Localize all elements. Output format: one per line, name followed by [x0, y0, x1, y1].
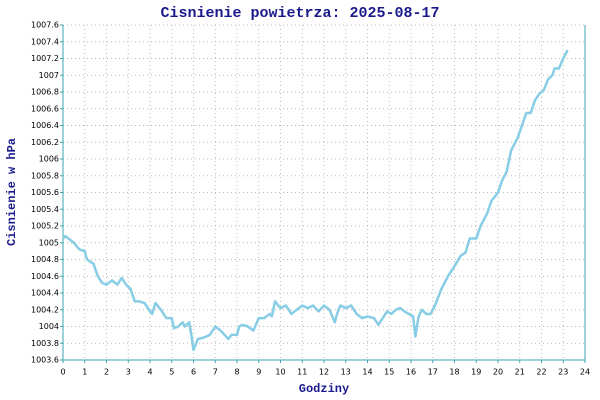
- x-tick-label: 21: [515, 368, 525, 377]
- x-axis-label: Godziny: [299, 382, 349, 396]
- x-tick-label: 4: [147, 368, 152, 377]
- y-tick-label: 1004.8: [31, 255, 59, 264]
- y-tick-label: 1007: [39, 71, 59, 80]
- y-tick-label: 1005.2: [31, 222, 59, 231]
- x-tick-label: 3: [126, 368, 131, 377]
- y-tick-label: 1007.2: [31, 54, 59, 63]
- y-tick-label: 1004: [39, 322, 59, 331]
- x-tick-label: 18: [449, 368, 459, 377]
- y-axis-label: Cisnienie w hPa: [5, 138, 19, 246]
- y-tick-label: 1005.4: [31, 205, 59, 214]
- x-tick-label: 2: [104, 368, 109, 377]
- y-tick-label: 1006.4: [31, 121, 59, 130]
- y-tick-label: 1004.6: [31, 272, 59, 281]
- x-tick-label: 23: [558, 368, 568, 377]
- x-tick-label: 13: [341, 368, 351, 377]
- y-tick-label: 1006.8: [31, 88, 59, 97]
- x-tick-label: 16: [406, 368, 416, 377]
- x-tick-label: 10: [275, 368, 285, 377]
- y-tick-label: 1005: [39, 238, 59, 247]
- x-tick-label: 22: [536, 368, 546, 377]
- x-tick-label: 0: [60, 368, 65, 377]
- y-tick-label: 1004.4: [31, 289, 59, 298]
- x-tick-label: 14: [362, 368, 372, 377]
- chart-title: Cisnienie powietrza: 2025-08-17: [160, 5, 439, 22]
- x-tick-label: 24: [580, 368, 590, 377]
- x-tick-label: 7: [213, 368, 218, 377]
- x-tick-label: 9: [256, 368, 261, 377]
- y-tick-label: 1006: [39, 155, 59, 164]
- y-tick-label: 1003.6: [31, 356, 59, 365]
- y-tick-label: 1007.4: [31, 37, 59, 46]
- x-tick-label: 12: [319, 368, 329, 377]
- y-tick-label: 1003.8: [31, 339, 59, 348]
- y-tick-label: 1005.8: [31, 171, 59, 180]
- y-tick-label: 1007.6: [31, 21, 59, 30]
- x-tick-label: 6: [191, 368, 196, 377]
- data-line: [62, 49, 569, 352]
- y-tick-label: 1004.2: [31, 305, 59, 314]
- x-tick-label: 20: [493, 368, 503, 377]
- x-tick-label: 5: [169, 368, 174, 377]
- x-tick-label: 15: [384, 368, 394, 377]
- y-tick-label: 1006.6: [31, 104, 59, 113]
- y-tick-label: 1005.6: [31, 188, 59, 197]
- x-tick-label: 1: [82, 368, 87, 377]
- x-tick-label: 11: [297, 368, 307, 377]
- x-tick-label: 19: [471, 368, 481, 377]
- y-tick-label: 1006.2: [31, 138, 59, 147]
- x-tick-label: 8: [234, 368, 239, 377]
- x-tick-label: 17: [428, 368, 438, 377]
